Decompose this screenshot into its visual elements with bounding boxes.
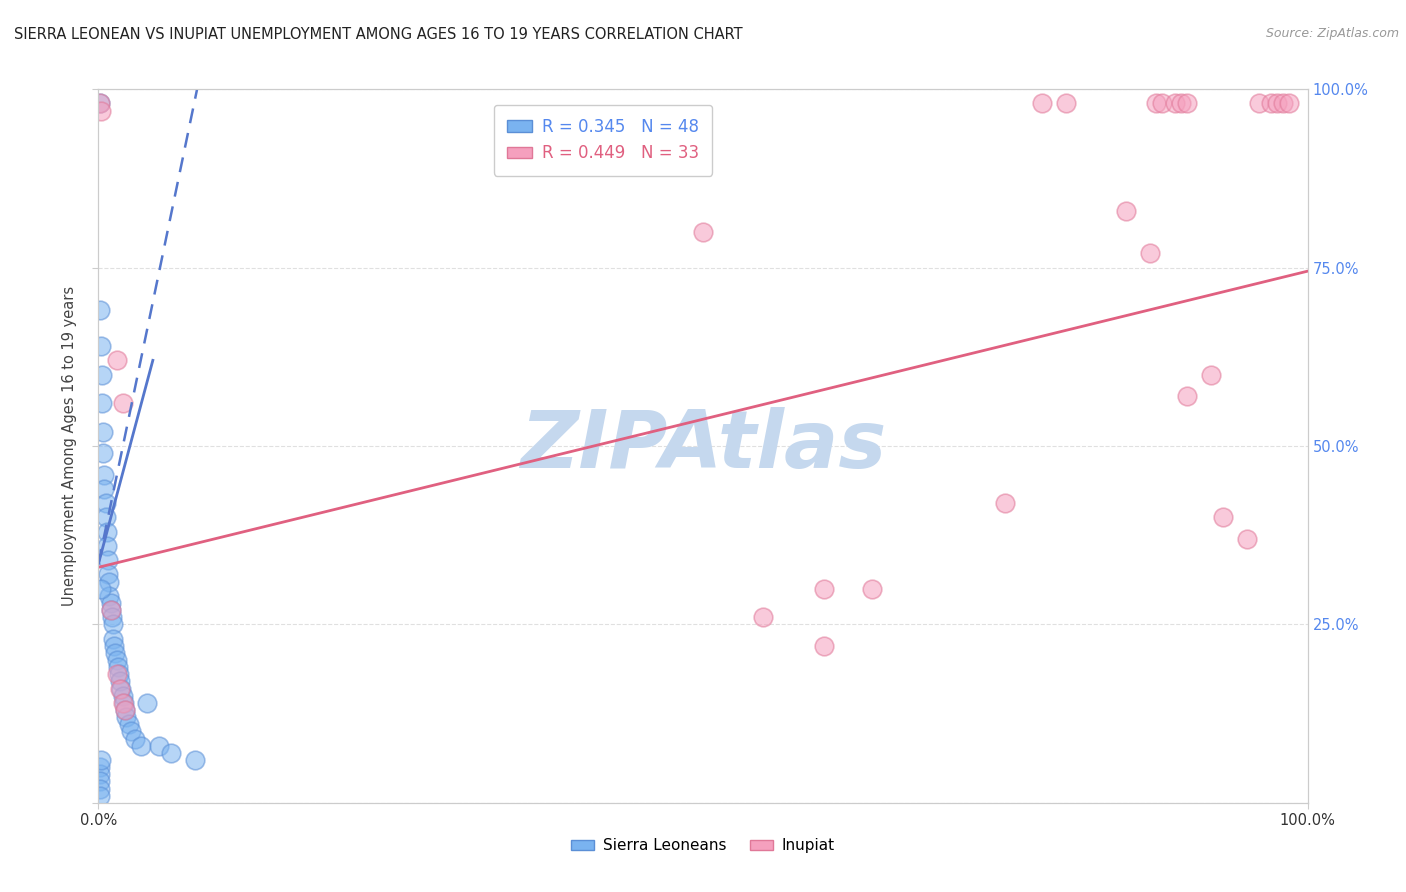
Legend: Sierra Leoneans, Inupiat: Sierra Leoneans, Inupiat <box>565 832 841 859</box>
Point <box>100 610 122 624</box>
Point <box>89 96 111 111</box>
Point <box>114 703 136 717</box>
Point <box>101 617 124 632</box>
Point <box>105 667 128 681</box>
Point <box>1212 510 1234 524</box>
Point <box>114 703 136 717</box>
Point <box>105 353 128 368</box>
Point <box>100 596 122 610</box>
Point <box>103 639 125 653</box>
Point <box>94 510 117 524</box>
Point <box>104 646 127 660</box>
Text: ZIPAtlas: ZIPAtlas <box>520 407 886 485</box>
Point <box>1054 96 1077 111</box>
Point <box>107 660 129 674</box>
Point <box>89 760 111 774</box>
Point <box>813 639 835 653</box>
Point <box>148 739 170 753</box>
Point <box>1267 96 1289 111</box>
Point <box>1249 96 1271 111</box>
Point <box>108 667 131 681</box>
Point <box>89 767 111 781</box>
Point <box>1260 96 1282 111</box>
Point <box>100 603 122 617</box>
Point <box>112 696 135 710</box>
Point <box>115 710 138 724</box>
Point <box>1152 96 1174 111</box>
Point <box>1031 96 1053 111</box>
Point <box>93 467 115 482</box>
Point <box>98 589 121 603</box>
Point <box>1236 532 1258 546</box>
Point <box>101 632 124 646</box>
Point <box>135 696 157 710</box>
Point <box>1175 96 1198 111</box>
Point <box>1163 96 1185 111</box>
Point <box>110 681 132 696</box>
Point <box>89 96 111 111</box>
Point <box>91 396 114 410</box>
Point <box>118 717 141 731</box>
Point <box>90 753 112 767</box>
Point <box>1170 96 1192 111</box>
Point <box>1272 96 1295 111</box>
Point <box>111 396 134 410</box>
Point <box>91 368 114 382</box>
Point <box>160 746 183 760</box>
Point <box>120 724 142 739</box>
Point <box>105 653 128 667</box>
Point <box>90 103 112 118</box>
Point <box>1115 203 1137 218</box>
Point <box>89 789 111 803</box>
Point <box>860 582 883 596</box>
Point <box>96 524 118 539</box>
Point <box>111 689 134 703</box>
Point <box>96 539 118 553</box>
Point <box>184 753 207 767</box>
Point <box>1139 246 1161 260</box>
Point <box>129 739 152 753</box>
Point <box>94 496 117 510</box>
Point <box>1278 96 1301 111</box>
Point <box>89 774 111 789</box>
Text: Source: ZipAtlas.com: Source: ZipAtlas.com <box>1265 27 1399 40</box>
Point <box>111 696 134 710</box>
Point <box>813 582 835 596</box>
Point <box>1175 389 1198 403</box>
Point <box>1199 368 1222 382</box>
Point <box>90 582 112 596</box>
Point <box>93 482 115 496</box>
Text: SIERRA LEONEAN VS INUPIAT UNEMPLOYMENT AMONG AGES 16 TO 19 YEARS CORRELATION CHA: SIERRA LEONEAN VS INUPIAT UNEMPLOYMENT A… <box>14 27 742 42</box>
Point <box>108 674 131 689</box>
Point <box>124 731 146 746</box>
Point <box>97 567 120 582</box>
Point <box>108 681 131 696</box>
Y-axis label: Unemployment Among Ages 16 to 19 years: Unemployment Among Ages 16 to 19 years <box>62 286 77 606</box>
Point <box>91 446 114 460</box>
Point <box>692 225 714 239</box>
Point <box>97 553 120 567</box>
Point <box>100 603 122 617</box>
Point <box>752 610 775 624</box>
Point <box>89 303 111 318</box>
Point <box>90 339 112 353</box>
Point <box>89 781 111 796</box>
Point <box>1146 96 1168 111</box>
Point <box>98 574 121 589</box>
Point <box>994 496 1017 510</box>
Point <box>91 425 114 439</box>
